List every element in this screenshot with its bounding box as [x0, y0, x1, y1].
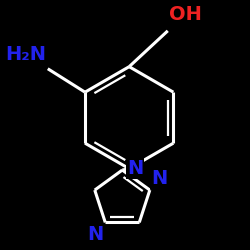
Text: H₂N: H₂N — [6, 45, 46, 64]
Text: N: N — [127, 159, 144, 178]
Text: N: N — [88, 224, 104, 244]
Text: N: N — [151, 169, 168, 188]
Text: OH: OH — [169, 5, 202, 24]
